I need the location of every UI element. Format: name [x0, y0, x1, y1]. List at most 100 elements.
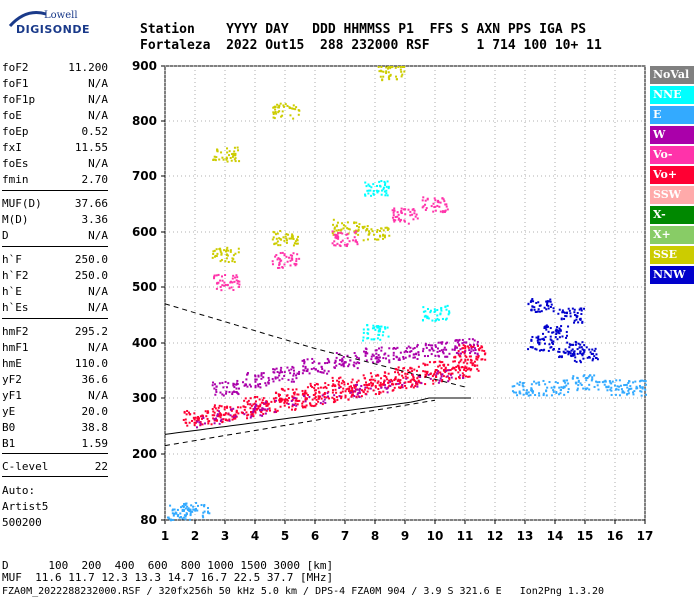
echo-point: [525, 391, 528, 394]
echo-point: [274, 408, 277, 411]
echo-point: [342, 362, 345, 365]
echo-point: [288, 256, 291, 259]
echo-point: [237, 149, 240, 152]
echo-point: [569, 312, 572, 315]
echo-point: [354, 240, 357, 243]
echo-point: [635, 387, 638, 390]
echo-point: [345, 233, 348, 236]
echo-point: [434, 310, 437, 313]
echo-point: [272, 236, 275, 239]
echo-point: [191, 510, 194, 513]
echo-point: [301, 359, 304, 362]
echo-point: [466, 358, 469, 361]
echo-point: [284, 103, 287, 106]
echo-point: [623, 391, 626, 394]
echo-point: [356, 393, 359, 396]
echo-point: [214, 159, 217, 162]
echo-point: [417, 380, 420, 383]
echo-point: [264, 412, 267, 415]
echo-point: [199, 423, 202, 426]
echo-point: [377, 388, 380, 391]
echo-point: [436, 350, 439, 353]
echo-point: [392, 214, 395, 217]
echo-point: [628, 388, 631, 391]
echo-point: [233, 150, 236, 153]
echo-point: [376, 189, 379, 192]
echo-point: [233, 280, 236, 283]
echo-point: [285, 237, 288, 240]
echo-point: [197, 415, 200, 418]
echo-point: [451, 367, 454, 370]
echo-point: [231, 153, 234, 156]
echo-point: [366, 227, 369, 230]
echo-point: [409, 379, 412, 382]
echo-point: [459, 360, 462, 363]
echo-point: [581, 321, 584, 324]
echo-point: [170, 518, 173, 521]
echo-point: [215, 287, 218, 290]
echo-point: [213, 155, 216, 158]
echo-point: [314, 368, 317, 371]
echo-point: [577, 380, 580, 383]
param-value: 38.8: [81, 421, 109, 434]
echo-point: [391, 380, 394, 383]
echo-point: [368, 383, 371, 386]
echo-point: [537, 338, 540, 341]
echo-point: [383, 190, 386, 193]
echo-point: [370, 194, 373, 197]
echo-point: [231, 257, 234, 260]
echo-point: [249, 397, 252, 400]
echo-point: [274, 399, 277, 402]
echo-point: [207, 422, 210, 425]
echo-point: [442, 369, 445, 372]
echo-point: [448, 378, 451, 381]
echo-point: [404, 213, 407, 216]
echo-point: [379, 75, 382, 78]
echo-point: [609, 381, 612, 384]
echo-point: [304, 392, 307, 395]
echo-point: [331, 389, 334, 392]
echo-point: [447, 363, 450, 366]
x-tick-label: 12: [487, 529, 504, 543]
echo-point: [232, 289, 235, 292]
echo-point: [391, 66, 394, 68]
echo-point: [575, 314, 578, 317]
echo-point: [348, 387, 351, 390]
echo-point: [565, 315, 568, 318]
echo-point: [426, 370, 429, 373]
echo-point: [644, 380, 647, 383]
divider: [2, 246, 108, 247]
echo-point: [374, 349, 377, 352]
echo-point: [292, 104, 295, 107]
echo-point: [379, 381, 382, 384]
echo-point: [401, 370, 404, 373]
echo-point: [398, 358, 401, 361]
echo-point: [267, 376, 270, 379]
echo-point: [281, 266, 284, 269]
echo-point: [615, 379, 618, 382]
echo-point: [214, 393, 217, 396]
param-row: foEs N/A: [2, 157, 108, 171]
param-value: N/A: [88, 301, 108, 314]
echo-point: [190, 504, 193, 507]
echo-point: [250, 413, 253, 416]
echo-point: [442, 352, 445, 355]
echo-point: [593, 355, 596, 358]
echo-point: [338, 395, 341, 398]
echo-point: [432, 210, 435, 213]
echo-point: [537, 308, 540, 311]
echo-point: [464, 354, 467, 357]
echo-point: [395, 382, 398, 385]
echo-point: [457, 352, 460, 355]
x-tick-label: 11: [457, 529, 474, 543]
echo-point: [527, 303, 530, 306]
echo-point: [218, 422, 221, 425]
echo-point: [295, 374, 298, 377]
echo-point: [437, 381, 440, 384]
echo-point: [385, 226, 388, 229]
echo-point: [227, 260, 230, 263]
echo-point: [388, 379, 391, 382]
echo-point: [234, 152, 237, 155]
echo-point: [372, 183, 375, 186]
echo-point: [640, 390, 643, 393]
